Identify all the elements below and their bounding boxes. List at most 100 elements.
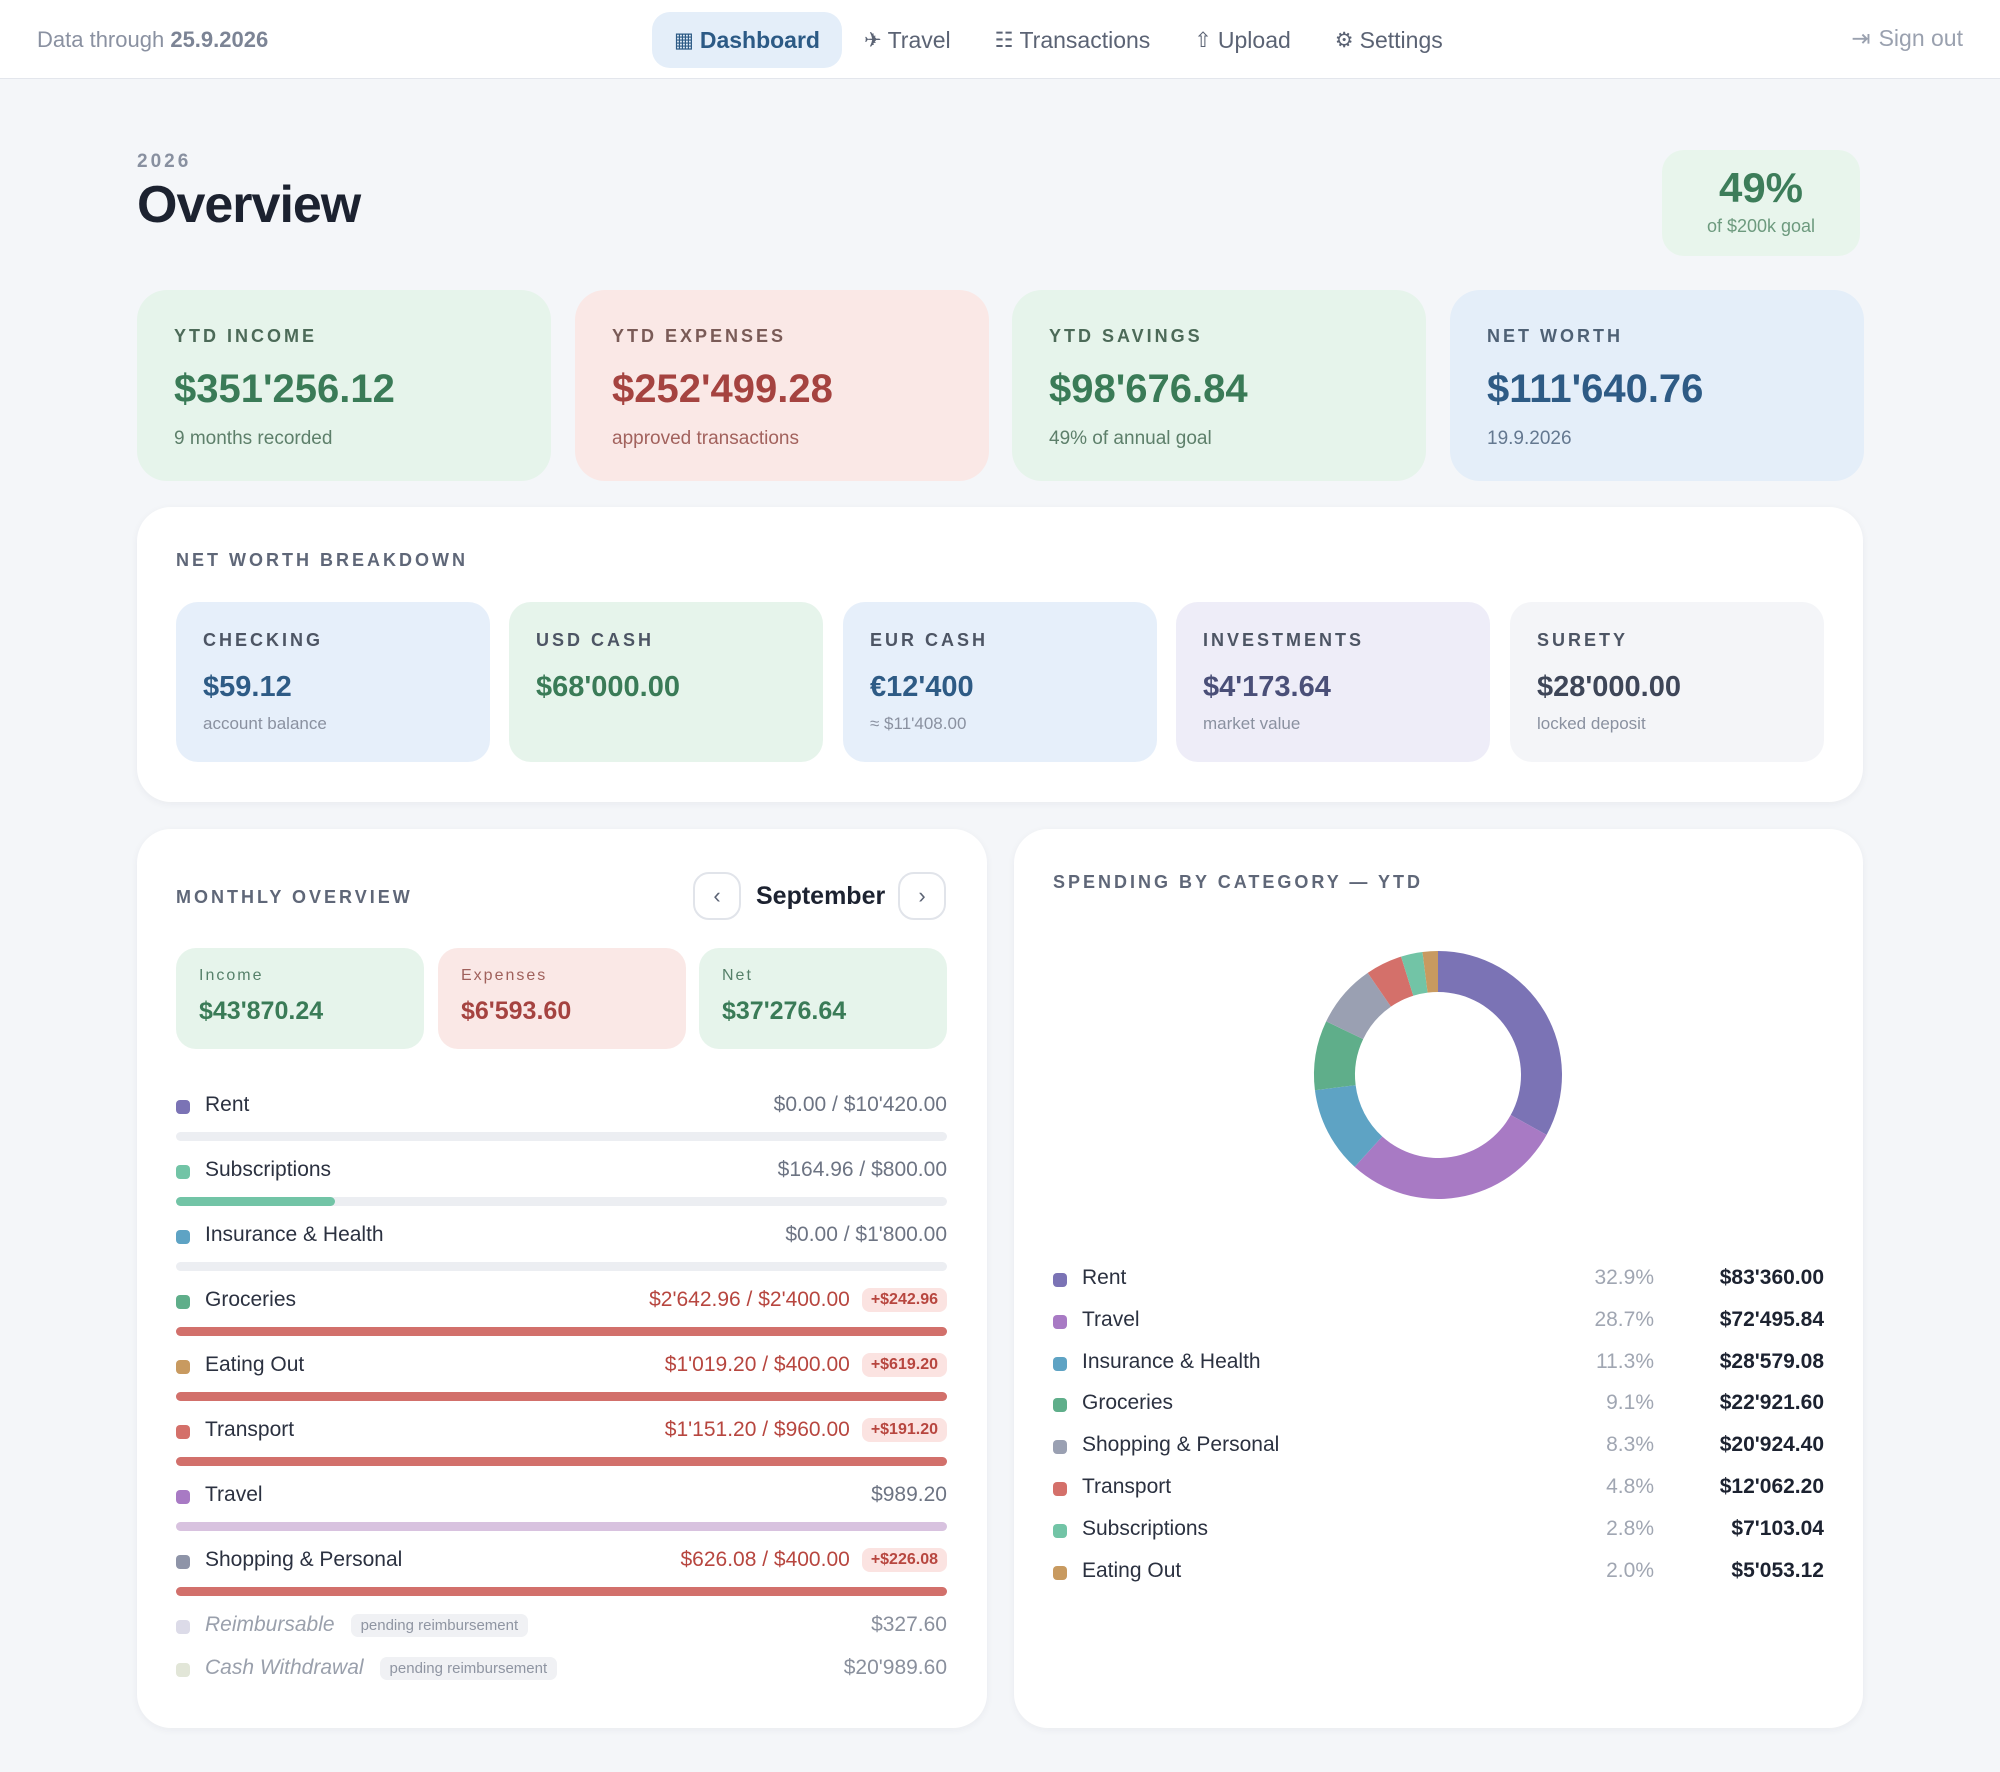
donut-slice-transport[interactable] <box>1367 956 1414 1007</box>
legend-color-dot <box>1053 1440 1067 1455</box>
legend-color-dot <box>1053 1565 1067 1580</box>
nav-travel-label: Travel <box>887 26 951 53</box>
budget-progress-track <box>176 1587 947 1596</box>
category-color-dot <box>176 1490 190 1504</box>
legend-category: Transport <box>1082 1475 1172 1498</box>
category-color-dot <box>176 1620 190 1634</box>
year-label: 2026 <box>137 151 192 172</box>
net-worth-breakdown-panel: NET WORTH BREAKDOWN CHECKING $59.12 acco… <box>137 507 1863 802</box>
nav-dashboard[interactable]: ▦ Dashboard <box>652 12 842 68</box>
category-color-dot <box>176 1555 190 1569</box>
budget-progress-track <box>176 1457 947 1466</box>
dashboard-icon: ▦ <box>674 28 694 52</box>
budget-progress-fill <box>176 1197 335 1206</box>
legend-category: Insurance & Health <box>1082 1349 1261 1373</box>
nav-travel[interactable]: ✈ Travel <box>842 12 973 68</box>
legend-row: Rent 32.9% $83'360.00 <box>1053 1265 1824 1305</box>
month-expenses-label: Expenses <box>461 967 548 984</box>
kpi-subtitle: 19.9.2026 <box>1487 428 1572 449</box>
budget-progress-track <box>176 1132 947 1141</box>
nav-upload[interactable]: ⇧ Upload <box>1172 12 1313 68</box>
nav-upload-label: Upload <box>1217 26 1291 53</box>
kpi-net-worth: NET WORTH $111'640.76 19.9.2026 <box>1450 290 1864 481</box>
account-value: $28'000.00 <box>1537 671 1681 703</box>
category-amount: $989.20 <box>871 1483 947 1507</box>
budget-progress-track <box>176 1262 947 1271</box>
account-label: SURETY <box>1537 630 1629 650</box>
list-icon: ☷ <box>994 28 1014 52</box>
month-net-label: Net <box>722 967 753 984</box>
kpi-value: $98'676.84 <box>1049 367 1248 411</box>
over-budget-badge: +$242.96 <box>861 1288 947 1312</box>
budget-progress-fill <box>176 1327 947 1336</box>
kpi-subtitle: approved transactions <box>612 428 799 449</box>
category-name: Shopping & Personal <box>205 1548 403 1571</box>
next-month-button[interactable]: › <box>898 872 946 920</box>
budget-progress-track <box>176 1522 947 1531</box>
legend-category: Shopping & Personal <box>1082 1433 1280 1457</box>
budget-progress-fill <box>176 1392 947 1401</box>
legend-color-dot <box>1053 1523 1067 1538</box>
account-subtitle: locked deposit <box>1537 714 1646 733</box>
account-value: $59.12 <box>203 671 292 703</box>
kpi-label: YTD INCOME <box>174 326 318 346</box>
donut-slice-subscriptions[interactable] <box>1401 951 1428 996</box>
prev-month-button[interactable]: ‹ <box>693 872 741 920</box>
legend-row: Insurance & Health 11.3% $28'579.08 <box>1053 1349 1824 1389</box>
month-expenses-box: Expenses $6'593.60 <box>438 948 686 1049</box>
budget-progress-fill <box>176 1522 947 1531</box>
kpi-label: YTD SAVINGS <box>1049 326 1203 346</box>
budget-progress-fill <box>176 1587 947 1596</box>
section-title: SPENDING BY CATEGORY — YTD <box>1053 872 1424 892</box>
legend-percent: 2.8% <box>1606 1516 1654 1540</box>
pending-reimbursement-badge: pending reimbursement <box>350 1613 529 1637</box>
pending-amount: $327.60 <box>871 1613 947 1636</box>
gear-icon: ⚙ <box>1334 28 1354 52</box>
donut-slice-shopping-personal[interactable] <box>1326 972 1391 1040</box>
account-value: $68'000.00 <box>536 671 680 703</box>
data-through-date: 25.9.2026 <box>170 27 269 52</box>
account-subtitle: market value <box>1203 714 1301 733</box>
kpi-subtitle: 49% of annual goal <box>1049 428 1212 449</box>
upload-icon: ⇧ <box>1194 28 1212 52</box>
account-label: USD CASH <box>536 630 655 650</box>
sign-out-button[interactable]: ⇥ Sign out <box>1851 25 1963 52</box>
goal-percent: 49% <box>1718 164 1804 211</box>
pending-row: Cash Withdrawal pending reimbursement $20'… <box>176 1655 947 1715</box>
category-amount-text: $0.00 / $10'420.00 <box>773 1093 947 1116</box>
category-amount: $0.00 / $1'800.00 <box>785 1223 947 1247</box>
legend-amount: $28'579.08 <box>1719 1349 1824 1373</box>
nav-settings[interactable]: ⚙ Settings <box>1313 12 1465 68</box>
legend-category: Groceries <box>1082 1391 1174 1415</box>
nav-dashboard-label: Dashboard <box>699 26 820 53</box>
legend-category: Rent <box>1082 1266 1127 1289</box>
pending-name-text: Reimbursable <box>205 1613 335 1636</box>
pending-row: Reimbursable pending reimbursement $327.60 <box>176 1612 947 1672</box>
budget-progress-track <box>176 1327 947 1336</box>
legend-percent: 11.3% <box>1596 1349 1654 1373</box>
account-value: €12'400 <box>870 671 974 703</box>
over-budget-badge: +$191.20 <box>861 1418 947 1442</box>
donut-slice-rent[interactable] <box>1438 951 1562 1135</box>
nav-transactions[interactable]: ☷ Transactions <box>973 12 1173 68</box>
legend-amount: $20'924.40 <box>1719 1433 1824 1457</box>
kpi-label: YTD EXPENSES <box>612 326 787 346</box>
donut-slice-insurance-health[interactable] <box>1314 1085 1383 1167</box>
category-name: Subscriptions <box>205 1158 332 1181</box>
donut-slice-groceries[interactable] <box>1314 1021 1364 1091</box>
donut-slice-eating-out[interactable] <box>1422 951 1438 993</box>
category-color-dot <box>176 1230 190 1244</box>
legend-amount: $72'495.84 <box>1719 1307 1824 1331</box>
donut-slice-travel[interactable] <box>1354 1115 1547 1199</box>
legend-percent: 2.0% <box>1606 1558 1654 1582</box>
category-amount-text: $0.00 / $1'800.00 <box>785 1223 947 1246</box>
budget-progress-track <box>176 1197 947 1206</box>
legend-category: Subscriptions <box>1082 1516 1209 1540</box>
category-name: Travel <box>205 1483 263 1506</box>
legend-color-dot <box>1053 1314 1067 1329</box>
category-name: Rent <box>205 1093 250 1116</box>
category-amount-text: $2'642.96 / $2'400.00 <box>649 1288 850 1311</box>
nav-transactions-label: Transactions <box>1019 26 1151 53</box>
kpi-subtitle: 9 months recorded <box>174 428 333 449</box>
account-subtitle: account balance <box>203 714 327 733</box>
